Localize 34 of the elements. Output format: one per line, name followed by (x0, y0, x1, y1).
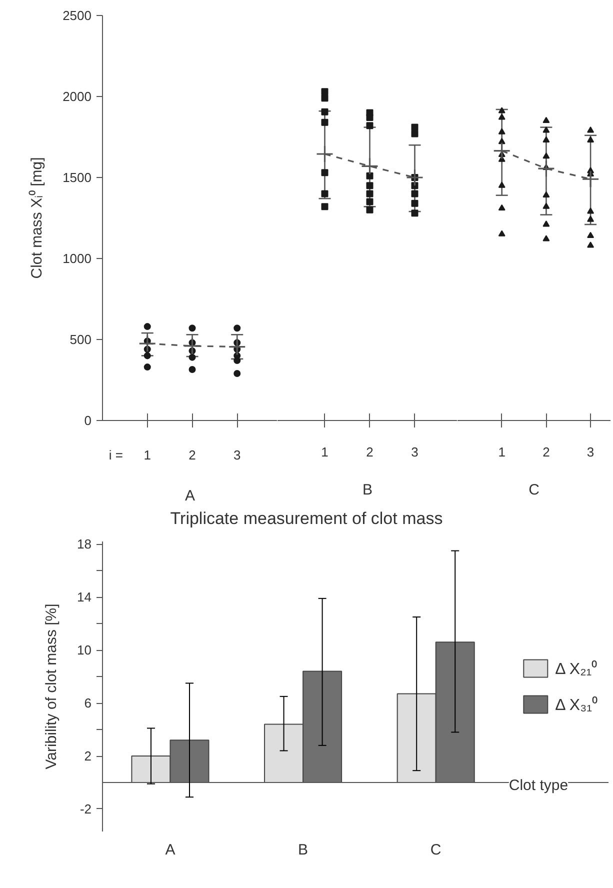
y-tick-label: 1000 (62, 251, 92, 266)
y-axis-title: Varibility of clot mass [%] (43, 604, 60, 770)
text: i = (108, 448, 124, 462)
x-tick-label: 1 (498, 444, 506, 460)
y-tick-label: 2500 (62, 8, 92, 23)
y-tick-label: 2 (84, 748, 92, 764)
y-tick-label: 2000 (62, 89, 92, 104)
legend-label: Δ X₂₁⁰ (555, 659, 598, 679)
text: Triplicate measurement of clot mass (170, 508, 443, 530)
x-tick-label: 1 (321, 444, 328, 460)
y-tick-label: 6 (84, 696, 92, 711)
y-tick-label: 1500 (62, 170, 92, 185)
x-tick-label: 3 (411, 444, 418, 460)
y-tick-label: 0 (84, 413, 92, 428)
x-tick-label: C (430, 842, 442, 858)
x-tick-label: A (165, 842, 176, 858)
x-axis-title: C (528, 482, 540, 498)
x-tick-label: 2 (188, 448, 196, 462)
y-tick-label: 10 (77, 642, 92, 658)
x-tick-label: 2 (542, 444, 550, 460)
x-tick-label: 2 (366, 444, 374, 460)
y-tick-label: 14 (77, 590, 92, 605)
x-axis-title: B (362, 482, 373, 498)
y-tick-label: 500 (70, 332, 92, 347)
x-tick-label: 1 (144, 448, 151, 462)
x-axis-title: Clot type (508, 777, 568, 794)
x-axis-title: A (185, 488, 196, 504)
legend-label: Δ X₃₁⁰ (555, 695, 598, 715)
y-axis-title: Clot mass Xᵢ⁰ [mg] (28, 157, 46, 279)
y-tick-label: 18 (77, 536, 92, 552)
x-tick-label: B (298, 842, 308, 858)
y-tick-label: -2 (80, 801, 92, 816)
x-tick-label: 3 (234, 448, 241, 462)
x-tick-label: 3 (586, 444, 594, 460)
